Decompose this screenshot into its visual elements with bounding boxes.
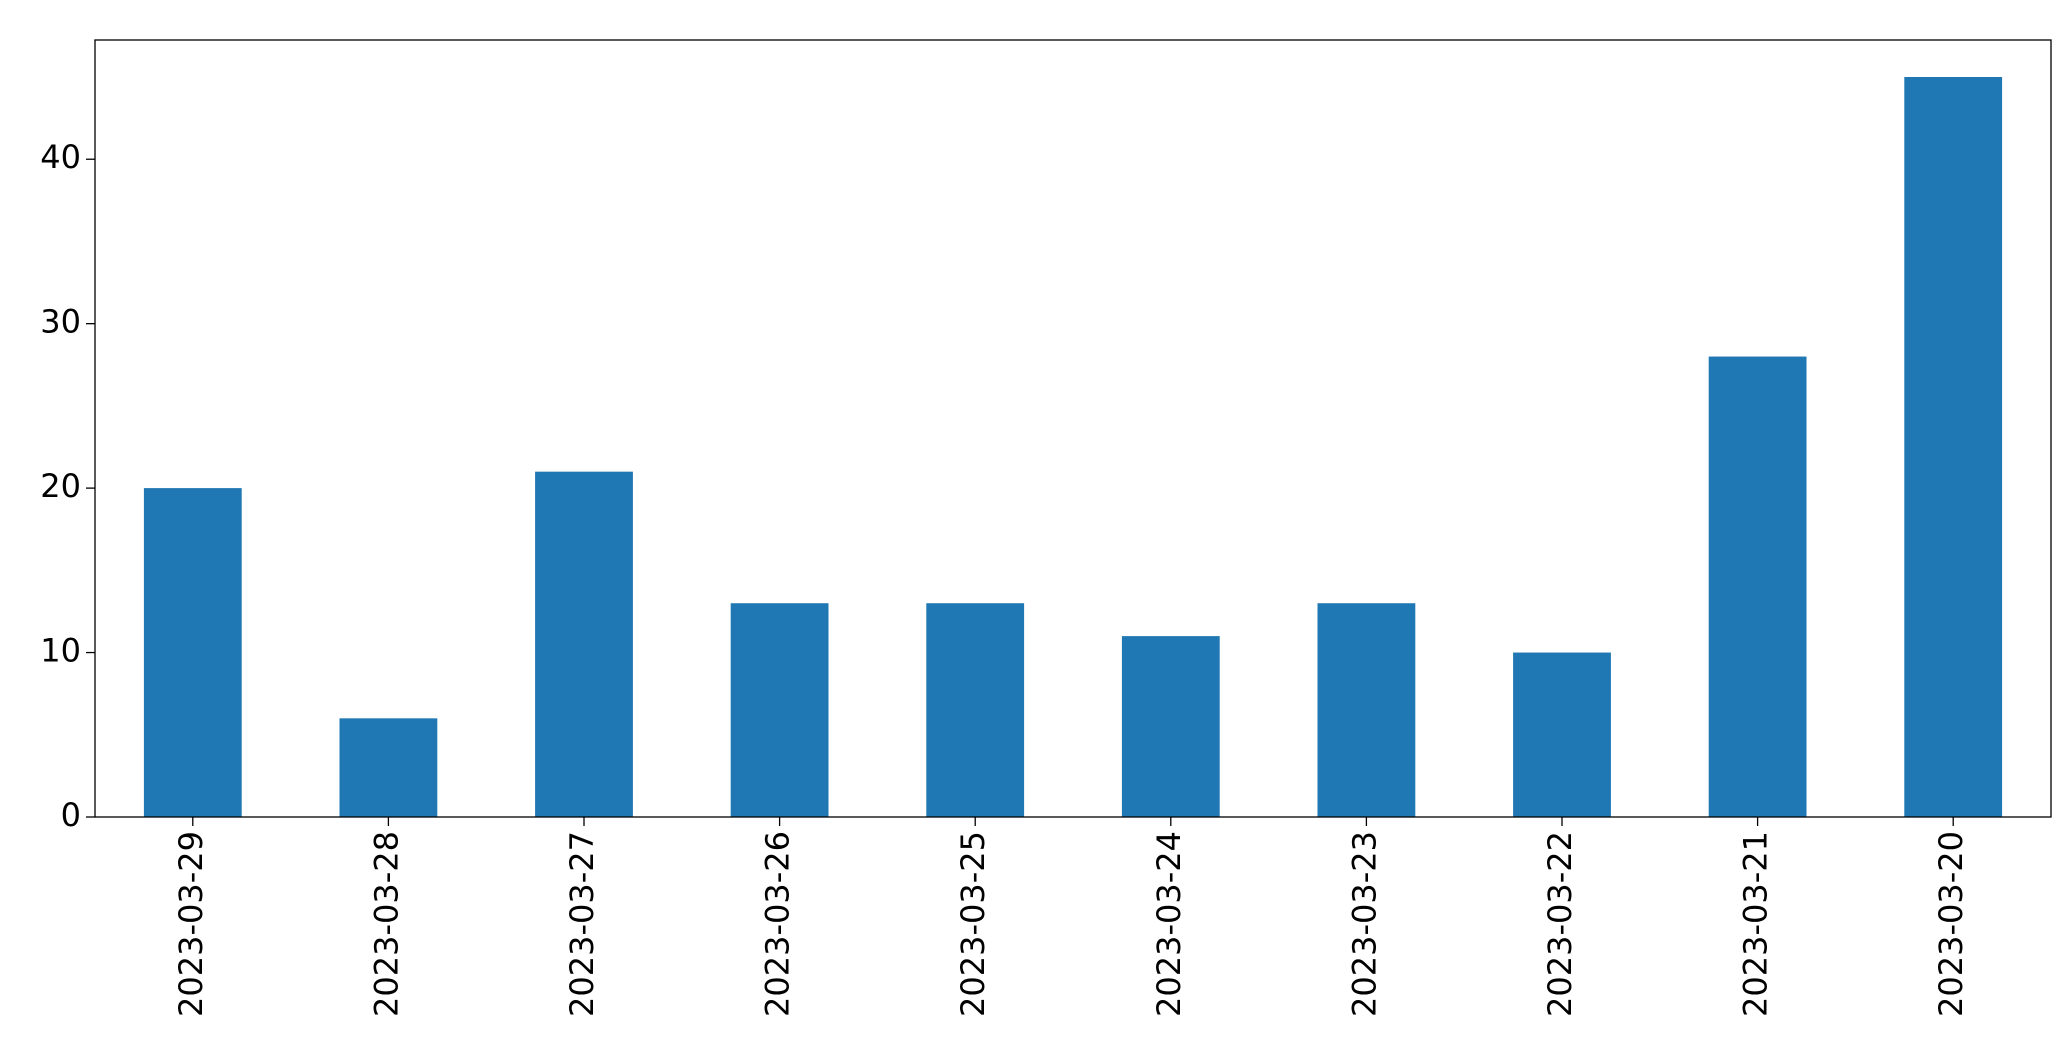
y-tick-label: 0 (61, 796, 81, 834)
x-tick-label: 2023-03-26 (759, 831, 797, 1017)
y-tick-label: 10 (40, 632, 81, 670)
bar (1317, 603, 1416, 817)
bar (926, 603, 1025, 817)
bar (143, 488, 242, 817)
y-tick-label: 40 (40, 138, 81, 176)
x-tick-label: 2023-03-29 (172, 831, 210, 1017)
x-tick-label: 2023-03-28 (367, 831, 405, 1017)
bar (730, 603, 829, 817)
bar (1708, 356, 1807, 817)
bar (1904, 77, 2003, 817)
x-tick-label: 2023-03-25 (954, 831, 992, 1017)
bar (339, 718, 438, 817)
x-tick-label: 2023-03-23 (1345, 831, 1383, 1017)
x-tick-label: 2023-03-21 (1737, 831, 1775, 1017)
x-tick-label: 2023-03-20 (1932, 831, 1970, 1017)
plot-frame (94, 39, 2052, 818)
x-tick-label: 2023-03-27 (563, 831, 601, 1017)
bar (1121, 636, 1220, 817)
bar (1513, 652, 1611, 817)
y-tick-label: 20 (40, 467, 81, 505)
y-tick-label: 30 (40, 303, 81, 341)
x-tick-label: 2023-03-22 (1541, 831, 1579, 1017)
bar (535, 471, 633, 817)
x-tick-label: 2023-03-24 (1150, 831, 1188, 1017)
